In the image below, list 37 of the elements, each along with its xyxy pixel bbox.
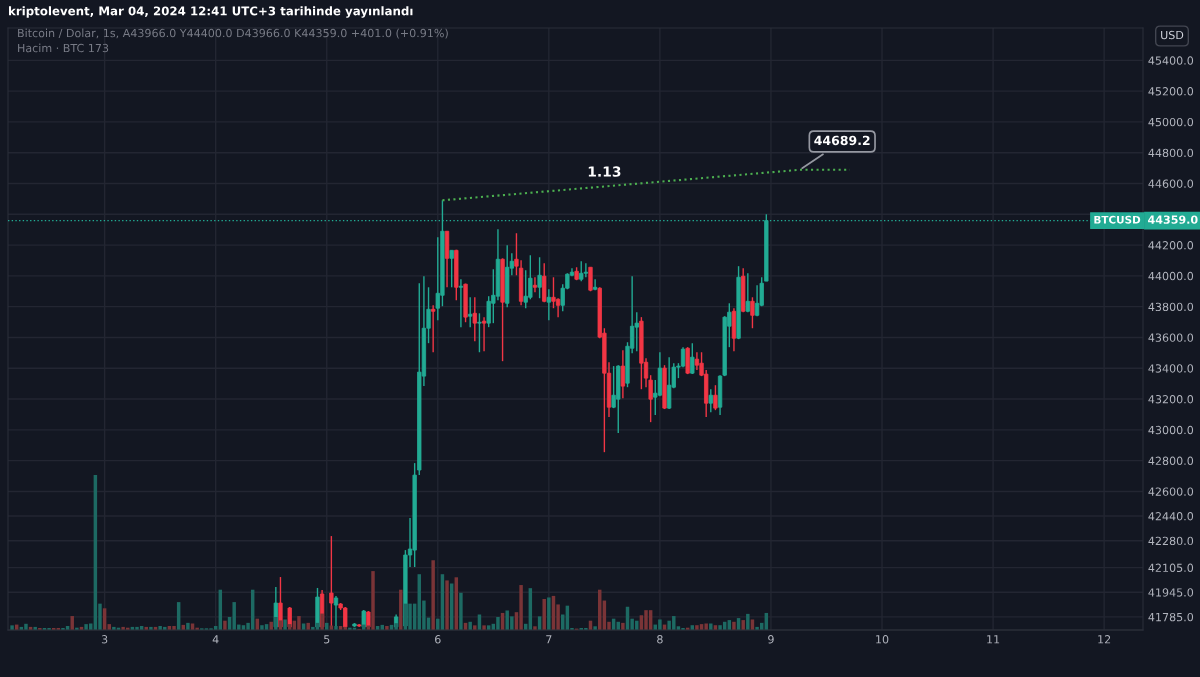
y-tick-label: 42440.0 [1148, 512, 1194, 521]
chart-title: Hacim · BTC 173 [18, 43, 109, 53]
annotation: 44689.2 [814, 135, 870, 146]
y-tick-label: 41785.0 [1148, 612, 1194, 622]
y-tick-label: 45000.0 [1148, 117, 1194, 127]
y-tick-label: 44200.0 [1148, 241, 1194, 250]
x-tick-label: 3 [101, 635, 108, 644]
y-tick-label: 42280.0 [1148, 536, 1194, 546]
ref-line-label: BTCUSD [1094, 215, 1141, 224]
x-tick-label: 9 [768, 635, 774, 644]
y-tick-label: 43200.0 [1148, 395, 1194, 404]
x-tick-label: 5 [324, 635, 330, 644]
y-tick-label: 43000.0 [1148, 425, 1194, 435]
x-tick-label: 8 [657, 635, 663, 644]
y-tick-label: 45200.0 [1148, 87, 1194, 96]
x-tick-label: 11 [987, 635, 1000, 644]
y-tick-label: 43800.0 [1148, 302, 1194, 312]
x-tick-label: 10 [876, 635, 889, 644]
x-tick-label: 4 [212, 635, 219, 644]
x-tick-label: 12 [1098, 635, 1111, 644]
chart-subtitle: Bitcoin / Dolar, 1s, A43966.0 Y44400.0 D43966.0 K44359.0 +401.0 (+0.91%) [18, 28, 448, 39]
y-tick-label: 42800.0 [1148, 456, 1194, 466]
y-tick-label: 44000.0 [1148, 271, 1194, 281]
text: USD [1161, 30, 1184, 40]
y-tick-label: 43400.0 [1148, 364, 1194, 373]
y-tick-label: 41945.0 [1148, 588, 1194, 597]
chart-title: kriptolevent, Mar 04, 2024 12:41 UTC+3 tarihinde yayınlandı [8, 6, 413, 18]
x-tick-label: 7 [546, 635, 552, 644]
y-tick-label: 43600.0 [1148, 333, 1194, 342]
y-tick-label: 42600.0 [1148, 487, 1194, 496]
y-tick-label: 42105.0 [1148, 563, 1194, 573]
annotation: 1.13 [588, 166, 621, 177]
y-tick-label: 44600.0 [1148, 179, 1194, 188]
y-tick-label: 44800.0 [1148, 148, 1194, 158]
y-tick-label: 45400.0 [1148, 56, 1194, 65]
x-tick-label: 6 [435, 635, 441, 644]
text: 44359.0 [1148, 215, 1198, 224]
